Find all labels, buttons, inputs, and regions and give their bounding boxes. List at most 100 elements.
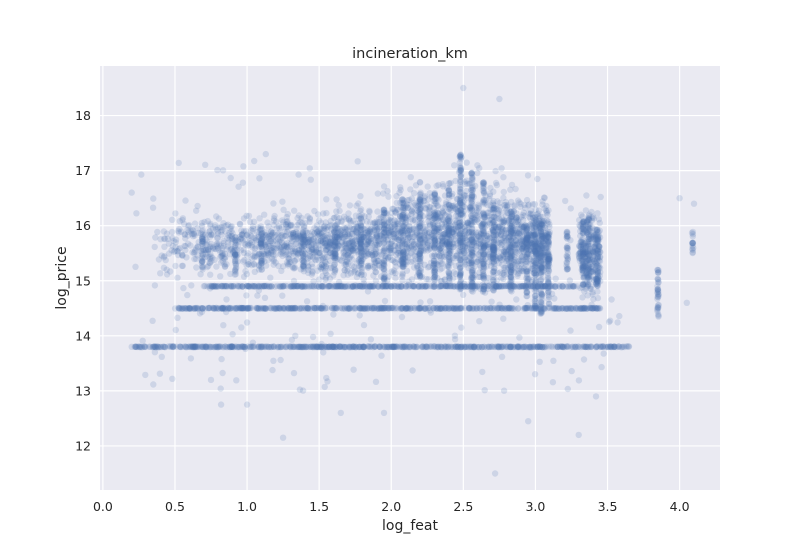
data-point: [169, 217, 175, 223]
data-point: [590, 291, 596, 297]
data-point: [358, 237, 364, 243]
data-point: [330, 283, 336, 289]
data-point: [301, 223, 307, 229]
data-point: [344, 344, 350, 350]
data-point: [397, 344, 403, 350]
data-point: [169, 229, 175, 235]
data-point: [412, 344, 418, 350]
data-point: [230, 283, 236, 289]
data-point: [437, 283, 443, 289]
data-point: [176, 226, 182, 232]
data-point: [347, 202, 353, 208]
data-point: [400, 232, 406, 238]
data-point: [266, 305, 272, 311]
data-point: [341, 267, 347, 273]
data-point: [199, 344, 205, 350]
data-point: [476, 305, 482, 311]
data-point: [266, 250, 272, 256]
data-point: [258, 243, 264, 249]
data-point: [309, 237, 315, 243]
data-point: [393, 193, 399, 199]
data-point: [397, 184, 403, 190]
data-point: [208, 253, 214, 259]
data-point: [285, 211, 291, 217]
data-point: [347, 239, 353, 245]
data-point: [573, 305, 579, 311]
data-point: [515, 271, 521, 277]
data-point: [394, 305, 400, 311]
data-point: [162, 344, 168, 350]
data-point: [417, 275, 423, 281]
data-point: [248, 305, 254, 311]
data-point: [268, 245, 274, 251]
data-point: [341, 248, 347, 254]
data-point: [385, 194, 391, 200]
data-point: [365, 251, 371, 257]
data-point: [446, 343, 452, 349]
data-point: [474, 162, 480, 168]
data-point: [152, 244, 158, 250]
data-point: [416, 233, 422, 239]
data-point: [389, 206, 395, 212]
data-point: [268, 229, 274, 235]
data-point: [358, 214, 364, 220]
data-point: [154, 229, 160, 235]
data-point: [358, 265, 364, 271]
data-point: [232, 234, 238, 240]
data-point: [431, 233, 437, 239]
data-point: [464, 159, 470, 165]
data-point: [433, 305, 439, 311]
data-point: [498, 344, 504, 350]
data-point: [170, 243, 176, 249]
data-point: [285, 262, 291, 268]
data-point: [431, 274, 437, 280]
data-point: [215, 343, 221, 349]
data-point: [388, 223, 394, 229]
data-point: [405, 305, 411, 311]
data-point: [258, 259, 264, 265]
data-point: [390, 257, 396, 263]
data-point: [389, 283, 395, 289]
data-point: [156, 256, 162, 262]
data-point: [234, 305, 240, 311]
data-point: [542, 195, 548, 201]
data-point: [180, 263, 186, 269]
data-point: [241, 257, 247, 263]
data-point: [223, 222, 229, 228]
data-point: [487, 185, 493, 191]
data-point: [172, 263, 178, 269]
data-point: [537, 344, 543, 350]
data-point: [276, 223, 282, 229]
data-point: [417, 243, 423, 249]
data-point: [388, 268, 394, 274]
data-point: [494, 182, 500, 188]
data-point: [216, 305, 222, 311]
data-point: [191, 256, 197, 262]
data-point: [357, 193, 363, 199]
data-point: [342, 283, 348, 289]
data-point: [501, 189, 507, 195]
data-point: [187, 344, 193, 350]
data-point: [593, 305, 599, 311]
data-point: [460, 292, 466, 298]
data-point: [301, 243, 307, 249]
data-point: [565, 283, 571, 289]
data-point: [242, 305, 248, 311]
data-point: [259, 266, 265, 272]
data-point: [247, 219, 253, 225]
data-point: [352, 305, 358, 311]
data-point: [432, 241, 438, 247]
data-point: [425, 183, 431, 189]
data-point: [424, 344, 430, 350]
data-point: [399, 272, 405, 278]
data-point: [326, 343, 332, 349]
data-point: [291, 208, 297, 214]
data-point: [309, 283, 315, 289]
data-point: [228, 344, 234, 350]
data-point: [570, 283, 576, 289]
data-point: [182, 231, 188, 237]
data-point: [546, 344, 552, 350]
data-point: [451, 162, 457, 168]
data-point: [555, 343, 561, 349]
